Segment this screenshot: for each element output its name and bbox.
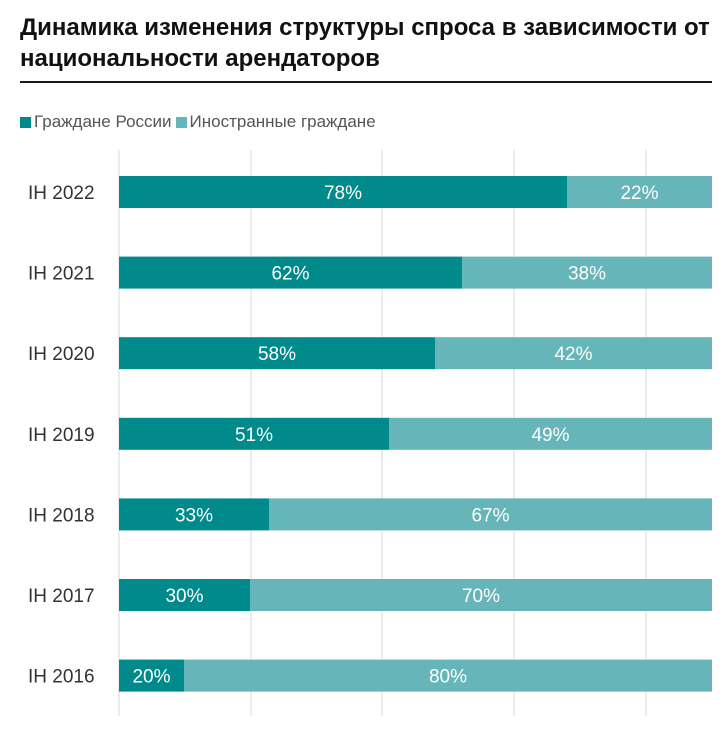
data-label-russian: 30%: [165, 586, 203, 607]
bar-russian: [119, 579, 250, 611]
legend-label-russian: Граждане России: [34, 112, 172, 131]
category-label: IH 2022: [28, 183, 95, 204]
data-label-foreign: 67%: [471, 505, 509, 526]
data-label-foreign: 70%: [462, 586, 500, 607]
data-label-russian: 33%: [175, 505, 213, 526]
bar-russian: [119, 659, 184, 692]
category-label: IH 2017: [28, 586, 95, 607]
data-label-foreign: 38%: [568, 264, 606, 285]
bar-foreign: [389, 417, 712, 450]
legend-item-russian: Граждане России: [20, 112, 172, 132]
chart-title: Динамика изменения структуры спроса в за…: [20, 14, 710, 72]
legend: Граждане России Иностранные граждане: [20, 112, 380, 132]
legend-item-foreign: Иностранные граждане: [175, 112, 376, 132]
bar-foreign: [435, 337, 712, 370]
data-label-foreign: 49%: [531, 425, 569, 446]
bar-russian: [119, 417, 389, 450]
data-label-russian: 58%: [258, 344, 296, 365]
legend-swatch-russian: [20, 117, 31, 128]
title-underline: [20, 81, 712, 83]
data-label-foreign: 22%: [620, 183, 658, 204]
legend-swatch-foreign: [175, 117, 187, 128]
bar-russian: [119, 256, 462, 289]
category-label: IH 2016: [28, 667, 95, 688]
bar-russian: [119, 337, 435, 370]
data-label-russian: 51%: [235, 425, 273, 446]
data-label-russian: 20%: [132, 667, 170, 688]
bar-foreign: [567, 176, 712, 208]
bar-foreign: [269, 498, 712, 531]
bar-foreign: [462, 256, 712, 289]
bar-russian: [119, 176, 567, 208]
category-label: IH 2021: [28, 264, 95, 285]
data-label-foreign: 80%: [429, 667, 467, 688]
data-label-russian: 62%: [271, 264, 309, 285]
data-label-russian: 78%: [324, 183, 362, 204]
data-label-foreign: 42%: [554, 344, 592, 365]
category-label: IH 2019: [28, 425, 95, 446]
category-label: IH 2018: [28, 505, 95, 526]
legend-label-foreign: Иностранные граждане: [189, 112, 376, 131]
bar-foreign: [250, 579, 712, 611]
bar-russian: [119, 498, 269, 531]
bar-foreign: [184, 659, 712, 692]
category-label: IH 2020: [28, 344, 95, 365]
